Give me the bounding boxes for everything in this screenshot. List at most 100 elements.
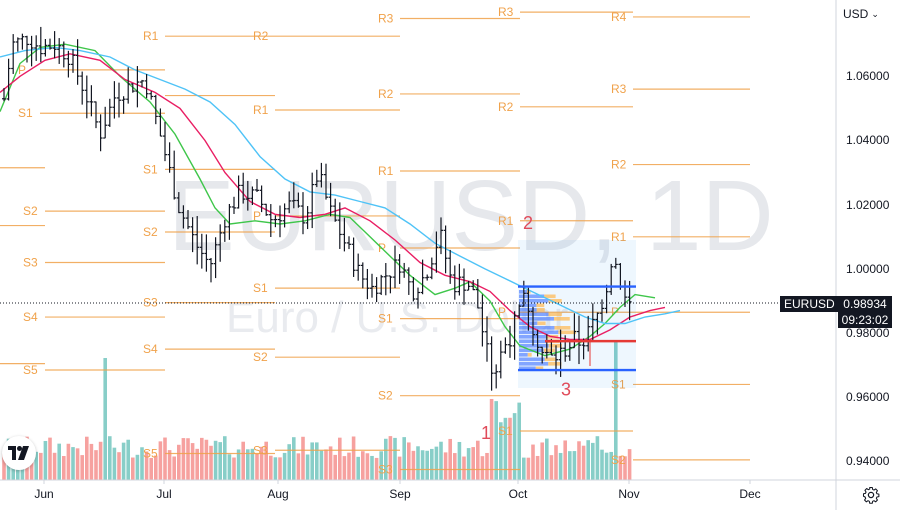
volume-bar	[246, 449, 250, 480]
volume-bar	[227, 454, 232, 480]
price-tick-label: 1.04000	[846, 133, 890, 147]
volume-bar	[503, 417, 508, 480]
volume-bar	[301, 436, 305, 480]
price-bar	[84, 75, 89, 119]
pivot-level-label: R1	[143, 29, 159, 43]
price-bar	[508, 325, 512, 358]
volume-bar	[563, 440, 567, 480]
volume-bar	[393, 437, 397, 480]
price-bar	[163, 121, 167, 162]
price-bar	[140, 79, 144, 88]
volume-bar	[370, 455, 374, 480]
tradingview-logo-icon[interactable]	[2, 436, 36, 470]
volume-profile-row-value	[554, 317, 570, 321]
time-tick-label: Oct	[509, 487, 528, 501]
volume-profile-row	[519, 366, 536, 371]
wave-label: 1	[481, 423, 491, 443]
pivot-level-label: S1	[143, 162, 158, 176]
price-bar	[29, 35, 34, 67]
pivot-level-label: R2	[611, 158, 627, 172]
volume-bar	[476, 440, 480, 480]
volume-bar	[600, 449, 604, 480]
price-bar	[75, 39, 80, 85]
volume-bar	[269, 455, 273, 480]
price-axis[interactable]: 1.06000 1.04000 1.02000 1.00000 0.98000 0.960…	[846, 69, 890, 468]
volume-bar	[471, 447, 475, 480]
price-bar	[209, 257, 213, 283]
price-bar	[172, 150, 177, 200]
volume-bar	[397, 456, 402, 480]
price-bar	[351, 237, 356, 277]
currency-select[interactable]: USD ⌄	[843, 4, 879, 24]
pivot-level-label: R2	[498, 100, 514, 114]
volume-bar	[453, 453, 457, 480]
price-bar	[135, 66, 140, 108]
price-tick-label: 1.00000	[846, 262, 890, 276]
price-bar	[498, 340, 503, 379]
volume-bar	[526, 457, 531, 480]
price-bar	[61, 41, 66, 68]
price-bar	[204, 234, 209, 272]
volume-profile-row	[519, 330, 559, 335]
wave-label: 3	[561, 380, 571, 400]
price-bar	[43, 38, 48, 57]
pivot-level-label: S2	[23, 204, 38, 218]
price-bar	[291, 182, 296, 209]
price-bar	[503, 337, 508, 354]
volume-bar	[218, 442, 222, 480]
price-bar	[512, 311, 517, 360]
price-tick-label: 0.98000	[846, 326, 890, 340]
volume-bar	[356, 456, 360, 480]
time-tick-label: Sep	[389, 487, 411, 501]
volume-bar	[48, 437, 52, 480]
volume-bar	[103, 358, 107, 480]
volume-bar	[209, 445, 213, 480]
volume-bar	[39, 452, 43, 480]
price-bar	[218, 224, 223, 262]
price-bar	[268, 204, 273, 238]
volume-bar	[522, 457, 526, 480]
volume-bar	[112, 447, 117, 480]
volume-bar	[333, 454, 337, 480]
price-bar	[489, 336, 494, 391]
volume-bar	[163, 437, 167, 480]
volume-bar	[379, 451, 383, 480]
price-bar	[370, 273, 374, 298]
volume-profile-row-value	[548, 299, 562, 303]
volume-bar	[140, 447, 144, 480]
volume-bar	[213, 440, 218, 480]
pivot-level-label: S1	[378, 312, 393, 326]
price-bar	[563, 335, 568, 362]
pivot-level-label: S1	[18, 106, 33, 120]
price-bar	[34, 35, 39, 61]
price-bar	[186, 209, 190, 230]
pivot-level-label: P	[253, 209, 261, 223]
price-bar	[457, 263, 462, 296]
volume-bar	[531, 444, 535, 480]
price-bar	[416, 287, 420, 309]
price-bar	[544, 334, 549, 359]
price-bar	[466, 280, 471, 291]
volume-bar	[512, 413, 517, 480]
volume-bar	[466, 448, 471, 480]
gear-icon[interactable]	[860, 484, 882, 506]
volume-bar	[462, 456, 466, 480]
price-bar	[526, 287, 531, 331]
pivot-level-label: S2	[143, 225, 158, 239]
volume-bar	[499, 422, 503, 480]
price-bar	[402, 262, 407, 278]
plot-area[interactable]	[0, 0, 836, 480]
time-axis[interactable]: Jun Jul Aug Sep Oct Nov Dec	[34, 480, 761, 501]
pivot-level-label: R3	[498, 5, 514, 19]
pivot-level-label: S5	[23, 363, 38, 377]
volume-bar	[167, 450, 172, 480]
price-bar	[232, 196, 236, 214]
price-bar	[190, 217, 195, 253]
volume-bar	[66, 443, 71, 480]
volume-profile-row-value	[536, 303, 545, 308]
volume-bar	[430, 448, 434, 480]
pivot-level-label: S2	[253, 350, 268, 364]
price-bar	[52, 31, 57, 59]
price-bar	[126, 67, 131, 104]
